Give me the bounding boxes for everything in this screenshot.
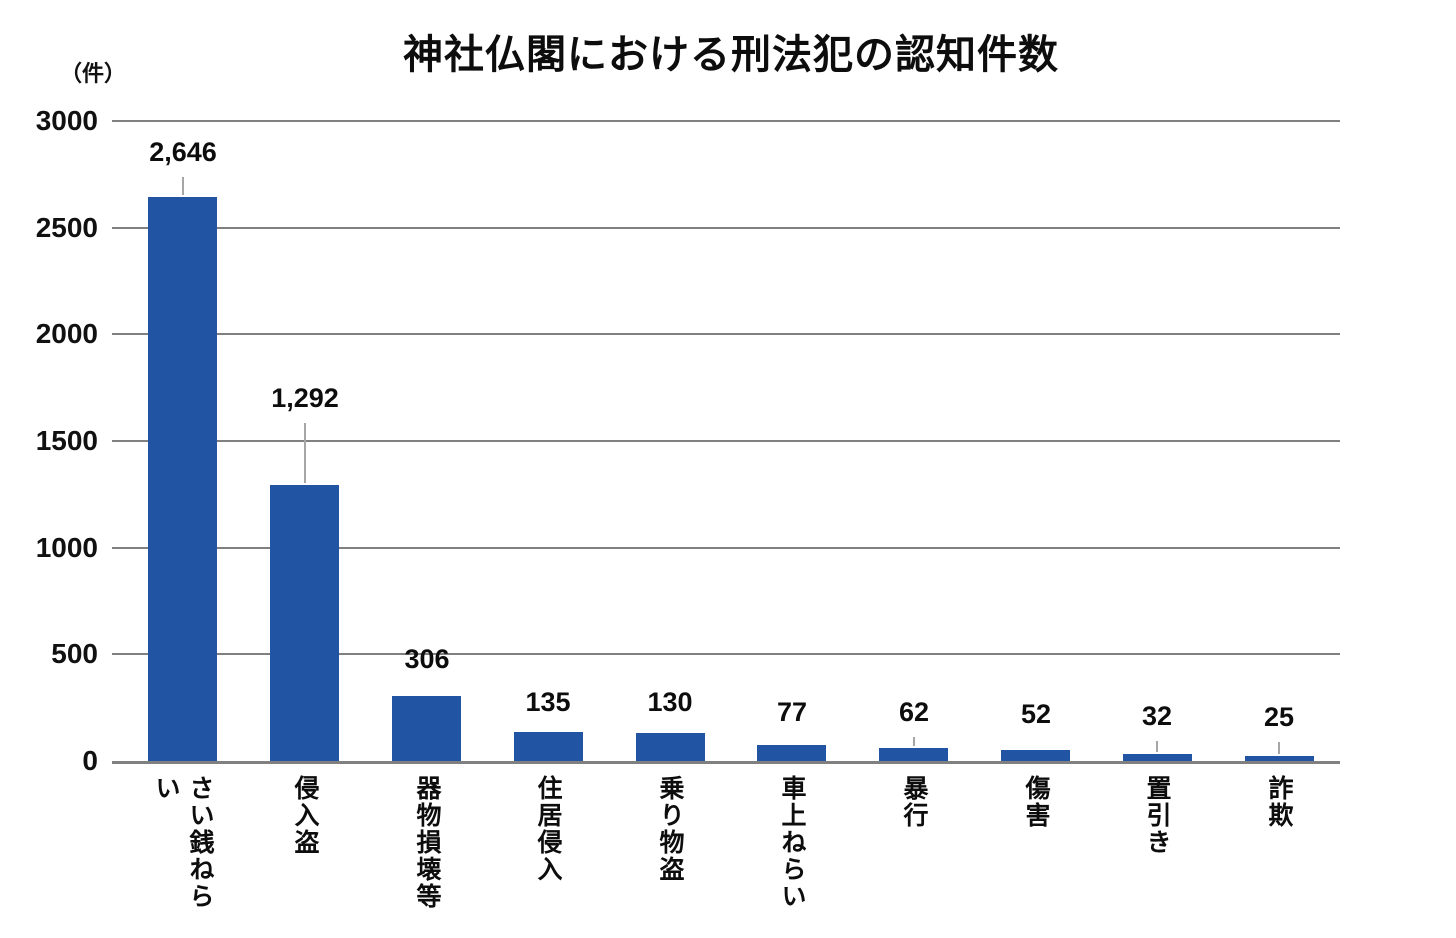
y-tick-label-500: 500 (51, 638, 98, 669)
bar-住居侵入 (514, 732, 583, 761)
category-label-詐欺: 詐欺 (1265, 775, 1293, 829)
category-label-車上ねらい: 車上ねらい (778, 775, 806, 910)
bar-詐欺 (1245, 756, 1314, 761)
bar-さい銭ねらい (148, 197, 217, 761)
category-label-侵入盗: 侵入盗 (291, 775, 319, 856)
gridline-y-1000 (112, 547, 1340, 549)
bar-value-label: 306 (404, 644, 450, 674)
category-label-さい銭ねらい: さい銭ねらい (152, 775, 214, 910)
gridline-y-3000 (112, 120, 1340, 122)
chart-title: 神社仏閣における刑法犯の認知件数 (403, 33, 1059, 77)
category-label-乗り物盗: 乗り物盗 (656, 775, 684, 883)
bar-value-label: 130 (647, 687, 693, 717)
y-tick-label-2000: 2000 (35, 318, 98, 349)
y-tick-label-0: 0 (82, 745, 98, 776)
bar-value-label: 135 (525, 687, 571, 717)
category-label-暴行: 暴行 (900, 775, 928, 829)
plot-bars-area: 2,646 1,292 306 135 130 77 62 52 32 25 (122, 121, 1340, 761)
label-leader-line (1278, 742, 1280, 754)
bar-value-label: 2,646 (149, 137, 217, 167)
label-leader-line (182, 177, 184, 195)
bar-value-label: 77 (776, 697, 808, 727)
bar-value-label: 62 (898, 697, 930, 727)
plot-gridlines (112, 120, 1340, 765)
category-label-器物損壊等: 器物損壊等 (413, 775, 441, 910)
bar-value-label: 1,292 (271, 383, 339, 413)
category-label-傷害: 傷害 (1022, 775, 1050, 829)
y-tick-label-1000: 1000 (35, 532, 98, 563)
gridline-y-2500 (112, 227, 1340, 229)
bar-暴行 (879, 748, 948, 761)
bar-value-label: 52 (1020, 699, 1052, 729)
gridline-y-500 (112, 653, 1340, 655)
label-leader-line (1156, 741, 1158, 752)
y-axis-unit-label: （件） (60, 61, 127, 86)
bar-置引き (1123, 754, 1192, 761)
bar-乗り物盗 (636, 733, 705, 761)
y-axis-tick-labels: 3000 2500 2000 1500 1000 500 0 (0, 105, 98, 776)
category-label-住居侵入: 住居侵入 (534, 775, 562, 883)
x-axis-line (112, 761, 1340, 764)
bar-侵入盗 (270, 485, 339, 761)
bar-value-label: 25 (1263, 702, 1295, 732)
bar-傷害 (1001, 750, 1070, 761)
label-leader-line (913, 737, 915, 746)
bar-value-label: 32 (1141, 701, 1173, 731)
x-axis-category-labels: さい銭ねらい 侵入盗 器物損壊等 住居侵入 乗り物盗 車上ねらい 暴行 傷害 置引き 詐欺 (122, 775, 1340, 935)
label-leader-line (304, 423, 306, 483)
bar-車上ねらい (757, 745, 826, 761)
y-tick-label-2500: 2500 (35, 212, 98, 243)
gridline-y-2000 (112, 333, 1340, 335)
y-tick-label-1500: 1500 (35, 425, 98, 456)
gridline-y-1500 (112, 440, 1340, 442)
bar-器物損壊等 (392, 696, 461, 761)
y-tick-label-3000: 3000 (35, 105, 98, 136)
category-label-置引き: 置引き (1143, 775, 1171, 856)
